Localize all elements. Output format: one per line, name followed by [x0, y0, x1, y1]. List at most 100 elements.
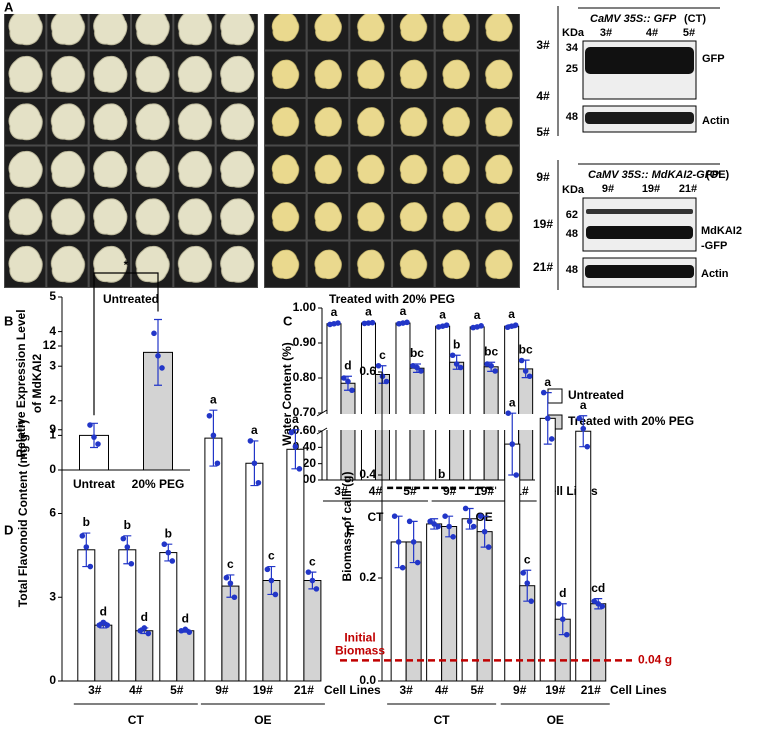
data-point: [508, 323, 515, 330]
data-point: [520, 570, 527, 576]
y-axis-label: Biomass of calli (g): [340, 471, 354, 581]
data-point: [599, 603, 606, 610]
bar: [159, 552, 178, 682]
data-point: [509, 441, 516, 447]
data-point: [87, 422, 93, 428]
data-point: [161, 541, 168, 548]
bar: [469, 326, 485, 481]
data-point: [410, 539, 417, 545]
x-tick-label: 21#: [294, 683, 314, 697]
blot-band: [585, 47, 694, 74]
data-point: [466, 518, 473, 525]
data-point: [91, 434, 97, 440]
data-point: [576, 415, 583, 422]
x-tick-label: 4#: [129, 683, 143, 697]
data-point: [481, 528, 488, 535]
data-point: [345, 378, 351, 385]
lane-label: 21#: [679, 183, 697, 195]
blot-construct: CaMV 35S:: MdKAI2-GFP: [588, 169, 719, 181]
data-point: [247, 438, 254, 444]
bar: [286, 448, 305, 682]
data-point: [453, 361, 460, 367]
group-label: OE: [547, 713, 564, 727]
significance-letter: bc: [519, 342, 533, 356]
x-axis-label: Cell Lines: [324, 683, 381, 697]
significance-letter: c: [379, 348, 386, 362]
data-point: [365, 320, 372, 326]
x-tick-label: 19#: [253, 683, 273, 697]
bar: [575, 430, 592, 682]
group-label: CT: [434, 713, 451, 727]
data-point: [414, 559, 421, 566]
significance-letter: d: [100, 605, 107, 619]
data-point: [223, 574, 230, 581]
significance-letter: a: [508, 307, 515, 321]
data-point: [439, 323, 446, 330]
data-point: [383, 378, 390, 385]
panel-label: D: [4, 522, 13, 537]
data-point: [251, 460, 258, 467]
y-axis-label: Relative Expression Level: [14, 309, 28, 457]
data-point: [435, 523, 441, 530]
y-axis-label: Total Flavonoid Content (mg·g⁻¹): [16, 420, 30, 607]
band-label: MdKAI2: [701, 225, 742, 237]
significance-letter: bc: [484, 344, 498, 358]
data-point: [100, 619, 107, 626]
data-point: [418, 368, 424, 374]
x-tick-label: 4#: [369, 484, 383, 498]
significance-label: *: [124, 258, 129, 272]
x-tick-label: 5#: [170, 683, 184, 697]
significance-letter: b: [124, 518, 131, 532]
y-tick-label: 4: [49, 324, 56, 338]
data-point: [548, 436, 555, 442]
row-label: 21#: [533, 260, 553, 274]
significance-letter: a: [365, 305, 372, 319]
data-point: [349, 387, 355, 394]
data-point: [449, 352, 456, 359]
data-point: [595, 600, 602, 607]
x-tick-label: 3#: [88, 683, 102, 697]
data-point: [231, 594, 238, 601]
x-tick-label: 9#: [513, 683, 527, 697]
significance-letter: c: [309, 554, 316, 568]
data-point: [488, 362, 494, 369]
data-point: [141, 625, 148, 631]
data-point: [264, 566, 271, 573]
blot: [582, 197, 697, 252]
marker-label: 48: [566, 264, 578, 276]
bar: [176, 630, 195, 682]
data-point: [395, 539, 402, 545]
blot-band: [586, 226, 693, 239]
blot-band: [585, 112, 694, 124]
y-tick-label: 6: [49, 506, 56, 520]
x-tick-label: 9#: [443, 484, 457, 498]
data-point: [524, 580, 531, 586]
bar: [245, 462, 264, 682]
data-point: [305, 569, 312, 575]
reference-label: Biomass: [335, 644, 385, 658]
bar: [340, 382, 356, 481]
data-point: [544, 415, 551, 422]
marker-label: 34: [566, 42, 579, 54]
legend-label: Treated with 20% PEG: [568, 414, 694, 428]
data-point: [462, 505, 469, 512]
lane-label: 5#: [683, 27, 695, 39]
data-point: [414, 364, 420, 371]
marker-label: 48: [566, 228, 578, 240]
y-axis-label: of MdKAI2: [30, 354, 44, 414]
data-point: [165, 549, 172, 556]
significance-letter: a: [544, 375, 551, 389]
data-point: [361, 320, 368, 327]
data-point: [559, 616, 566, 622]
significance-bracket: [93, 272, 159, 416]
bar: [326, 323, 342, 481]
y-tick-label: 0.0: [359, 673, 376, 687]
lane-label: 19#: [642, 183, 660, 195]
condition-label: Untreated: [103, 292, 159, 306]
data-point: [528, 598, 535, 604]
y-tick-label: 2: [49, 393, 56, 407]
blot-line: (CT): [684, 13, 706, 25]
significance-letter: b: [165, 526, 172, 540]
row-label: 5#: [536, 125, 550, 139]
data-point: [457, 364, 464, 371]
